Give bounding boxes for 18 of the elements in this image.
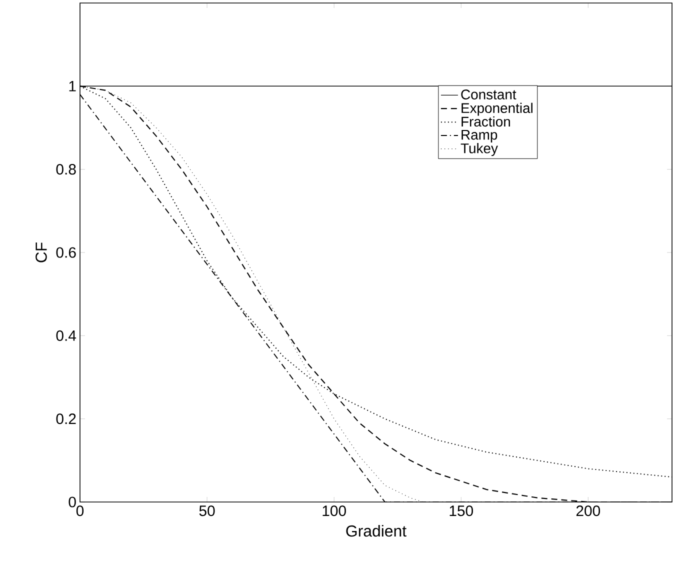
y-tick-label: 0.8 <box>56 164 76 175</box>
y-tick-label: 0.4 <box>56 330 76 341</box>
y-tick-label: 0 <box>68 496 76 508</box>
y-axis-title: CF <box>36 242 47 262</box>
x-tick-label: 150 <box>450 506 473 516</box>
legend-label: Exponential <box>462 102 532 116</box>
y-tick-label: 0.6 <box>56 247 76 258</box>
x-tick-label: 50 <box>199 506 215 516</box>
legend-label: Ramp <box>462 130 498 142</box>
y-tick-label: 0.2 <box>56 414 76 424</box>
x-tick-label: 0 <box>76 506 84 516</box>
x-axis-title: Gradient <box>346 524 406 537</box>
y-tick-label: 1 <box>69 81 76 92</box>
legend-label: Constant <box>461 90 516 100</box>
x-tick-label: 100 <box>322 506 346 516</box>
legend-label: Fraction <box>462 116 510 127</box>
legend-label: Tukey <box>460 143 498 156</box>
x-tick-label: 200 <box>576 506 600 516</box>
